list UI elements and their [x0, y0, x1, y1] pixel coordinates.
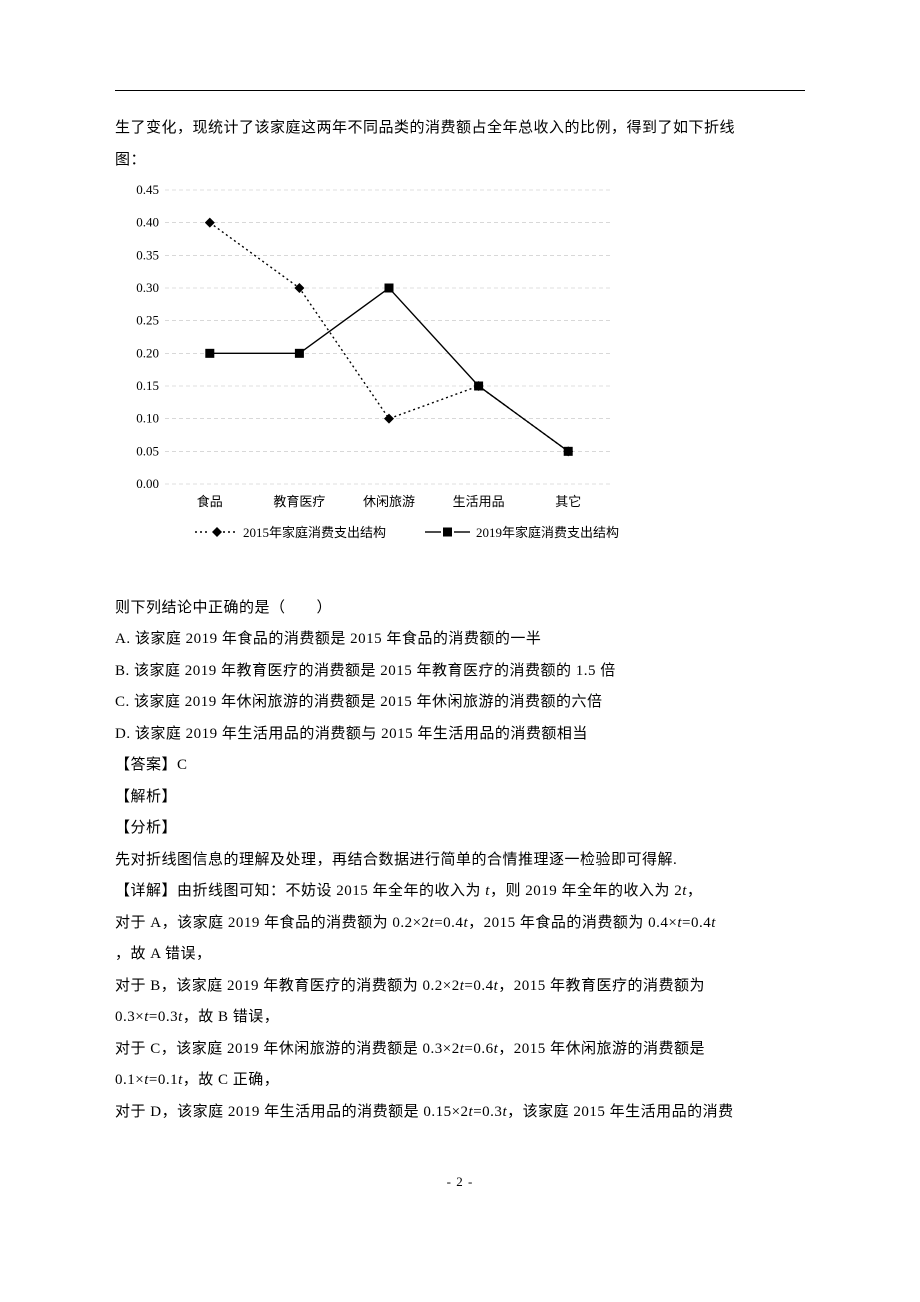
consumption-line-chart: 0.00 0.05 0.10 0.15 0.20 0.25 0.30 0.35 0.40 0.45…: [115, 182, 805, 575]
ec1: 对于 C，该家庭 2019 年休闲旅游的消费额是 0.3×2: [115, 1041, 460, 1057]
ec4: 0.1×: [115, 1072, 144, 1088]
svg-text:0.40: 0.40: [136, 215, 159, 230]
ea3: ，2015 年食品的消费额为 0.4×: [468, 915, 677, 931]
intro-line-1: 生了变化，现统计了该家庭这两年不同品类的消费额占全年总收入的比例，得到了如下折线: [115, 113, 805, 145]
ed3: ，该家庭 2015 年生活用品的消费: [507, 1104, 734, 1120]
explain-a-l1: 对于 A，该家庭 2019 年食品的消费额为 0.2×2t=0.4t，2015 …: [115, 908, 805, 940]
ea4: =0.4: [682, 915, 711, 931]
svg-text:0.35: 0.35: [136, 247, 159, 262]
ec6: ，故 C 正确，: [183, 1072, 280, 1088]
d-intro-1: 由折线图可知：不妨设 2015 年全年的收入为: [177, 883, 485, 899]
ed1: 对于 D，该家庭 2019 年生活用品的消费额是 0.15×2: [115, 1104, 469, 1120]
svg-text:2015年家庭消费支出结构: 2015年家庭消费支出结构: [243, 525, 386, 540]
eb3: ，2015 年教育医疗的消费额为: [498, 978, 705, 994]
option-b: B. 该家庭 2019 年教育医疗的消费额是 2015 年教育医疗的消费额的 1…: [115, 656, 805, 688]
ec5: =0.1: [149, 1072, 178, 1088]
svg-text:0.05: 0.05: [136, 443, 159, 458]
top-rule: [115, 90, 805, 91]
explain-b-l1: 对于 B，该家庭 2019 年教育医疗的消费额为 0.2×2t=0.4t，201…: [115, 971, 805, 1003]
explain-c-l1: 对于 C，该家庭 2019 年休闲旅游的消费额是 0.3×2t=0.6t，201…: [115, 1034, 805, 1066]
svg-text:0.45: 0.45: [136, 182, 159, 197]
svg-text:教育医疗: 教育医疗: [273, 494, 325, 509]
svg-text:0.25: 0.25: [136, 313, 159, 328]
ea2: =0.4: [434, 915, 463, 931]
explain-b-l2: 0.3×t=0.3t，故 B 错误，: [115, 1002, 805, 1034]
t-a4: t: [711, 915, 716, 931]
analysis-label: 【解析】: [115, 782, 805, 814]
svg-text:0.10: 0.10: [136, 411, 159, 426]
option-d: D. 该家庭 2019 年生活用品的消费额与 2015 年生活用品的消费额相当: [115, 719, 805, 751]
intro-line-2: 图：: [115, 145, 805, 177]
d-intro-3: ，: [687, 883, 703, 899]
option-c: C. 该家庭 2019 年休闲旅游的消费额是 2015 年休闲旅游的消费额的六倍: [115, 687, 805, 719]
chart-svg: 0.00 0.05 0.10 0.15 0.20 0.25 0.30 0.35 0.40 0.45…: [115, 182, 625, 562]
svg-text:0.15: 0.15: [136, 378, 159, 393]
svg-text:0.20: 0.20: [136, 345, 159, 360]
svg-text:食品: 食品: [197, 494, 223, 509]
svg-text:0.00: 0.00: [136, 476, 159, 491]
ed2: =0.3: [473, 1104, 502, 1120]
explain-a-l2: ，故 A 错误，: [115, 939, 805, 971]
ec2: =0.6: [464, 1041, 493, 1057]
svg-text:生活用品: 生活用品: [453, 494, 505, 509]
eb4: 0.3×: [115, 1009, 144, 1025]
answer-label: 【答案】C: [115, 750, 805, 782]
eb6: ，故 B 错误，: [183, 1009, 280, 1025]
explain-c-l2: 0.1×t=0.1t，故 C 正确，: [115, 1065, 805, 1097]
question-stem: 则下列结论中正确的是（ ）: [115, 593, 805, 625]
detail-label: 【详解】: [115, 883, 177, 899]
eb1: 对于 B，该家庭 2019 年教育医疗的消费额为 0.2×2: [115, 978, 460, 994]
option-a: A. 该家庭 2019 年食品的消费额是 2015 年食品的消费额的一半: [115, 624, 805, 656]
page-number: - 2 -: [115, 1168, 805, 1195]
sub-label: 【分析】: [115, 813, 805, 845]
detail-intro: 【详解】由折线图可知：不妨设 2015 年全年的收入为 t，则 2019 年全年…: [115, 876, 805, 908]
svg-text:2019年家庭消费支出结构: 2019年家庭消费支出结构: [476, 525, 619, 540]
svg-text:0.30: 0.30: [136, 280, 159, 295]
explain-d-l1: 对于 D，该家庭 2019 年生活用品的消费额是 0.15×2t=0.3t，该家…: [115, 1097, 805, 1129]
eb5: =0.3: [149, 1009, 178, 1025]
svg-text:休闲旅游: 休闲旅游: [363, 494, 415, 509]
svg-text:其它: 其它: [555, 494, 581, 509]
d-intro-2: ，则 2019 年全年的收入为 2: [490, 883, 682, 899]
analysis-text: 先对折线图信息的理解及处理，再结合数据进行简单的合情推理逐一检验即可得解.: [115, 845, 805, 877]
eb2: =0.4: [464, 978, 493, 994]
ea1: 对于 A，该家庭 2019 年食品的消费额为 0.2×2: [115, 915, 430, 931]
ec3: ，2015 年休闲旅游的消费额是: [498, 1041, 705, 1057]
